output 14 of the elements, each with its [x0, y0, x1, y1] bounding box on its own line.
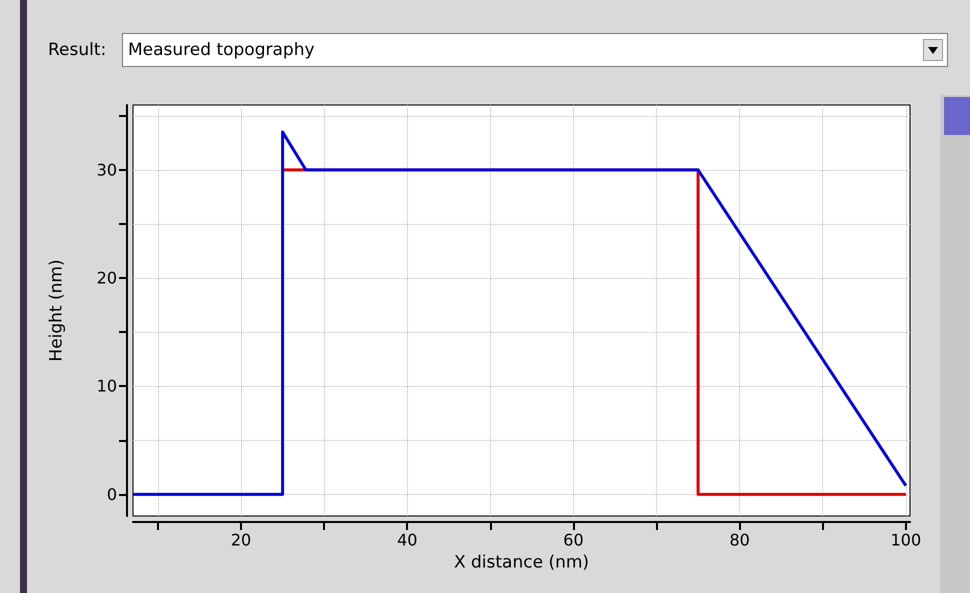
- x-tick-label: 80: [729, 530, 750, 550]
- y-tick-label: 20: [96, 268, 117, 288]
- y-tick-label: 10: [96, 376, 117, 396]
- x-tick-label: 40: [397, 530, 418, 550]
- x-tick-label: 20: [230, 530, 252, 550]
- text: Result:: [48, 40, 106, 60]
- y-axis-title: Height (nm): [46, 259, 66, 362]
- dropdown-field: Measured topography: [122, 33, 948, 67]
- x-tick-label: 60: [563, 530, 584, 550]
- x-tick-label: 100: [890, 530, 922, 550]
- x-axis-title: X distance (nm): [454, 552, 590, 572]
- line-series: [132, 130, 908, 496]
- y-tick-label: 30: [96, 160, 117, 180]
- y-tick-label: 0: [106, 484, 117, 504]
